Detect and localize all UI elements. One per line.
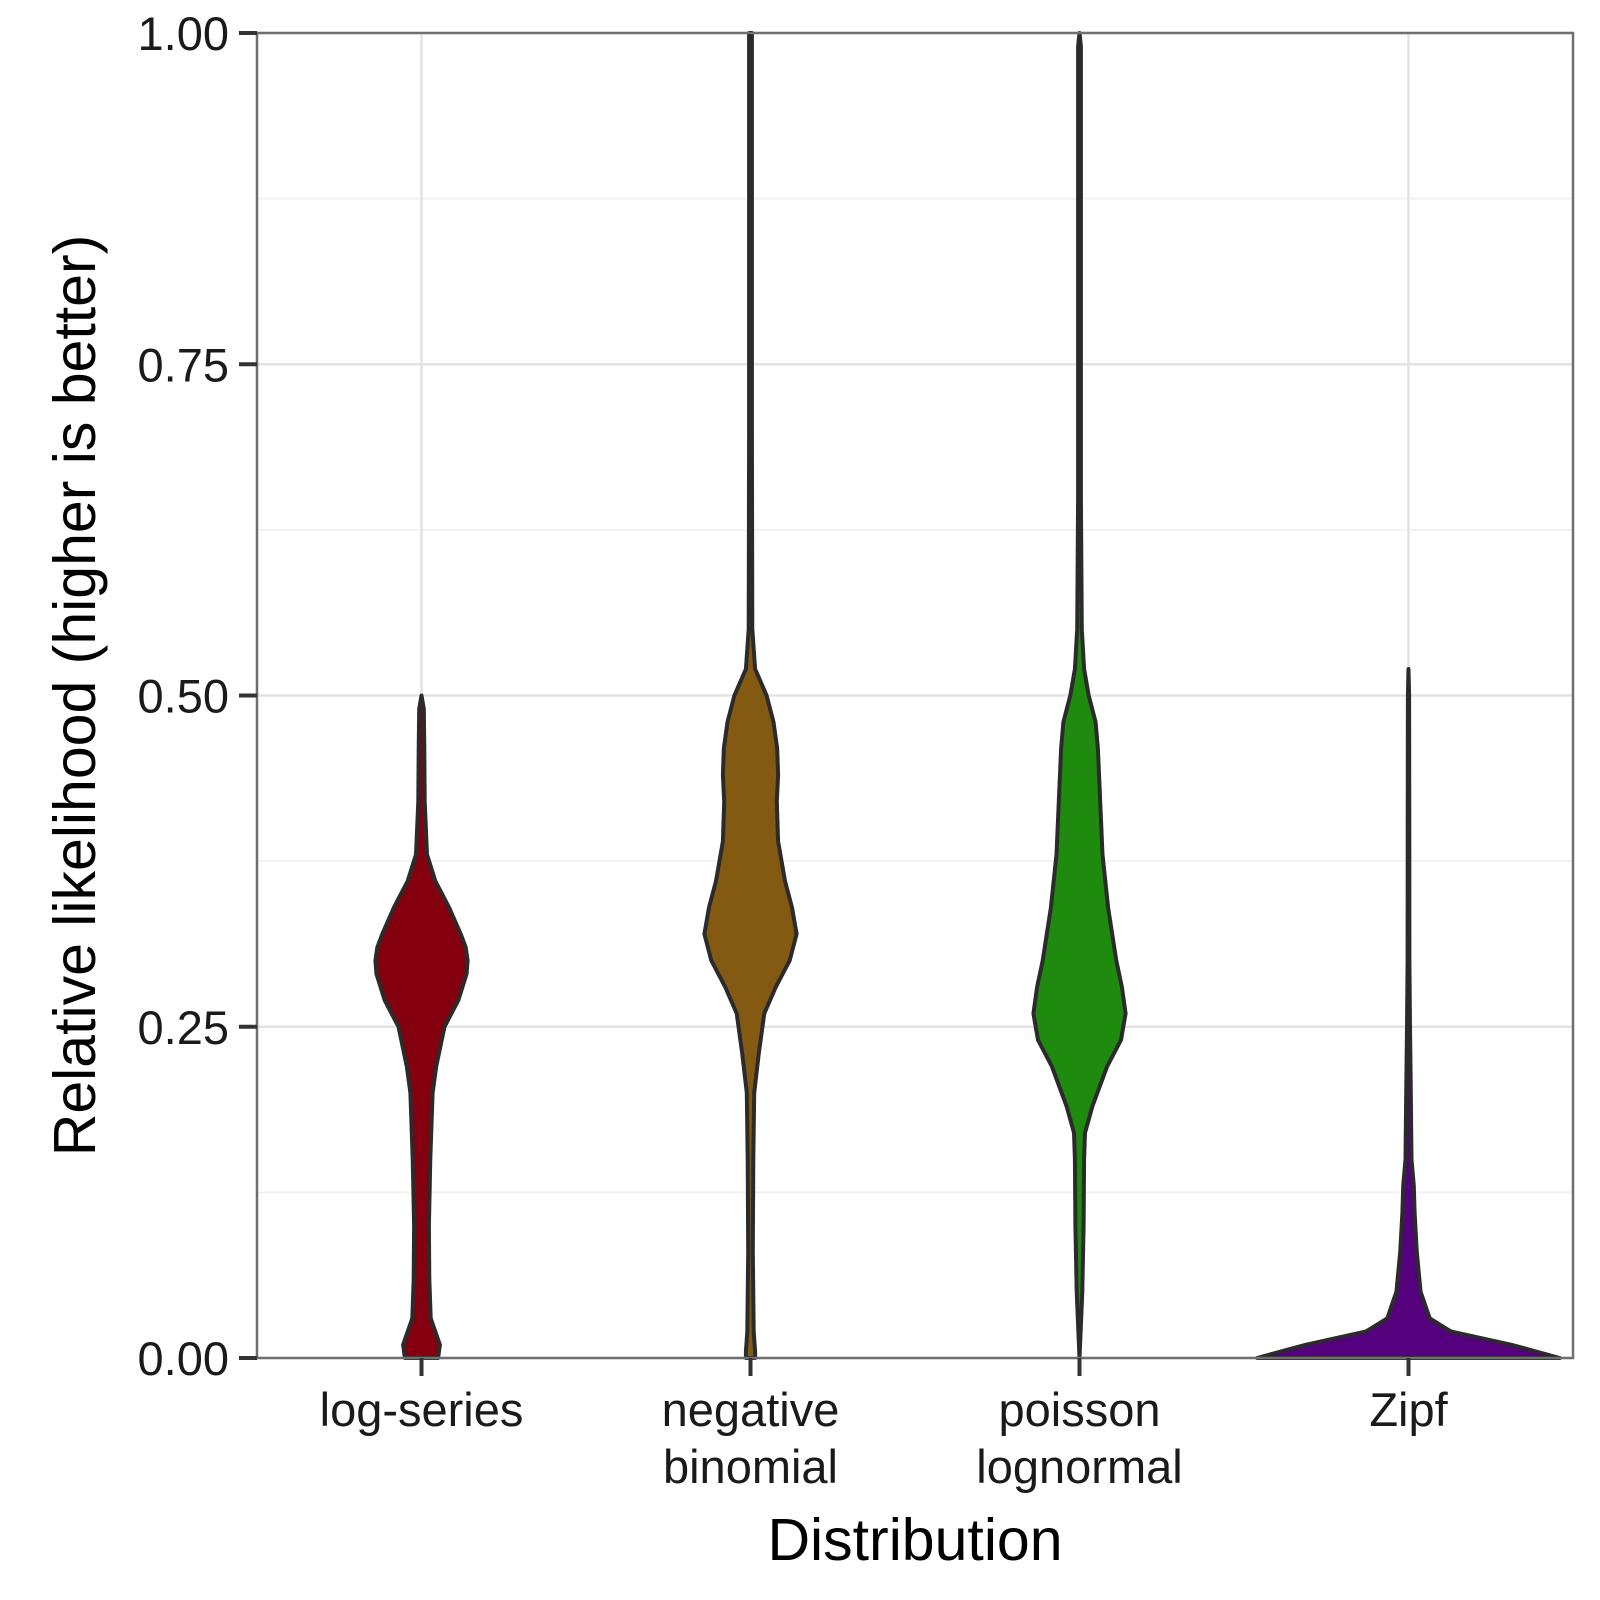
violin-1 xyxy=(373,693,470,1360)
x-axis: log-series negative binomial poisson lognorm… xyxy=(320,1358,1449,1493)
x-tick-label: Zipf xyxy=(1369,1383,1448,1436)
y-tick-label: 0.50 xyxy=(138,670,229,723)
x-tick-label: negative binomial xyxy=(662,1383,840,1493)
violin-4 xyxy=(1255,667,1562,1360)
y-tick-label: 1.00 xyxy=(138,7,229,60)
y-tick-label: 0.75 xyxy=(138,338,229,391)
y-axis: 0.00 0.25 0.50 0.75 1.00 xyxy=(138,7,257,1385)
y-axis-title: Relative likelihood (higher is better) xyxy=(42,235,108,1157)
x-tick-label: log-series xyxy=(320,1383,524,1436)
x-tick-label: poisson lognormal xyxy=(976,1383,1182,1493)
violin-marks xyxy=(373,31,1562,1360)
y-tick-label: 0.00 xyxy=(138,1332,229,1385)
major-gridlines xyxy=(257,31,1573,1360)
minor-gridlines xyxy=(257,197,1573,1194)
y-tick-label: 0.25 xyxy=(138,1001,229,1054)
x-axis-title: Distribution xyxy=(767,1507,1062,1573)
